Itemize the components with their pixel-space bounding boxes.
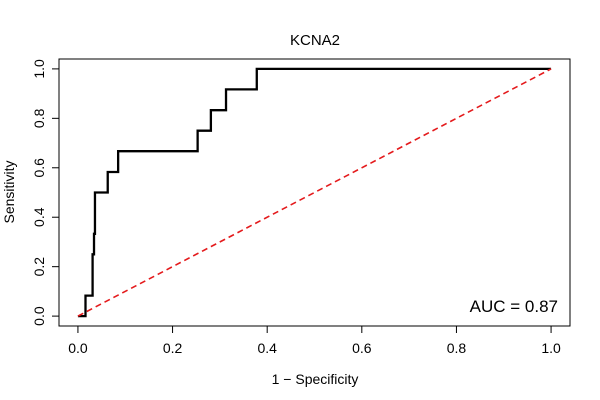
y-tick-label-4: 0.8 xyxy=(31,108,47,128)
y-tick-label-1: 0.2 xyxy=(31,257,47,277)
y-axis: 0.0 0.2 0.4 0.6 0.8 1.0 xyxy=(31,59,59,326)
y-axis-label: Sensitivity xyxy=(1,160,17,223)
roc-curve-line xyxy=(77,67,552,318)
plot-frame xyxy=(58,58,571,327)
x-tick-label-1: 0.2 xyxy=(163,340,183,356)
reference-diagonal-line xyxy=(77,68,552,317)
auc-annotation: AUC = 0.87 xyxy=(470,297,558,316)
x-tick-label-4: 0.8 xyxy=(447,340,467,356)
x-axis: 0.0 0.2 0.4 0.6 0.8 1.0 xyxy=(68,326,561,356)
x-tick-label-3: 0.6 xyxy=(352,340,372,356)
y-tick-label-5: 1.0 xyxy=(31,59,47,79)
y-tick-label-2: 0.4 xyxy=(31,207,47,227)
y-tick-label-3: 0.6 xyxy=(31,158,47,178)
chart-title: KCNA2 xyxy=(290,32,340,49)
series-layer xyxy=(77,67,552,318)
x-tick-label-5: 1.0 xyxy=(541,340,561,356)
x-tick-label-0: 0.0 xyxy=(68,340,88,356)
x-axis-label: 1 − Specificity xyxy=(272,371,359,387)
y-tick-label-0: 0.0 xyxy=(31,306,47,326)
x-tick-label-2: 0.4 xyxy=(257,340,277,356)
